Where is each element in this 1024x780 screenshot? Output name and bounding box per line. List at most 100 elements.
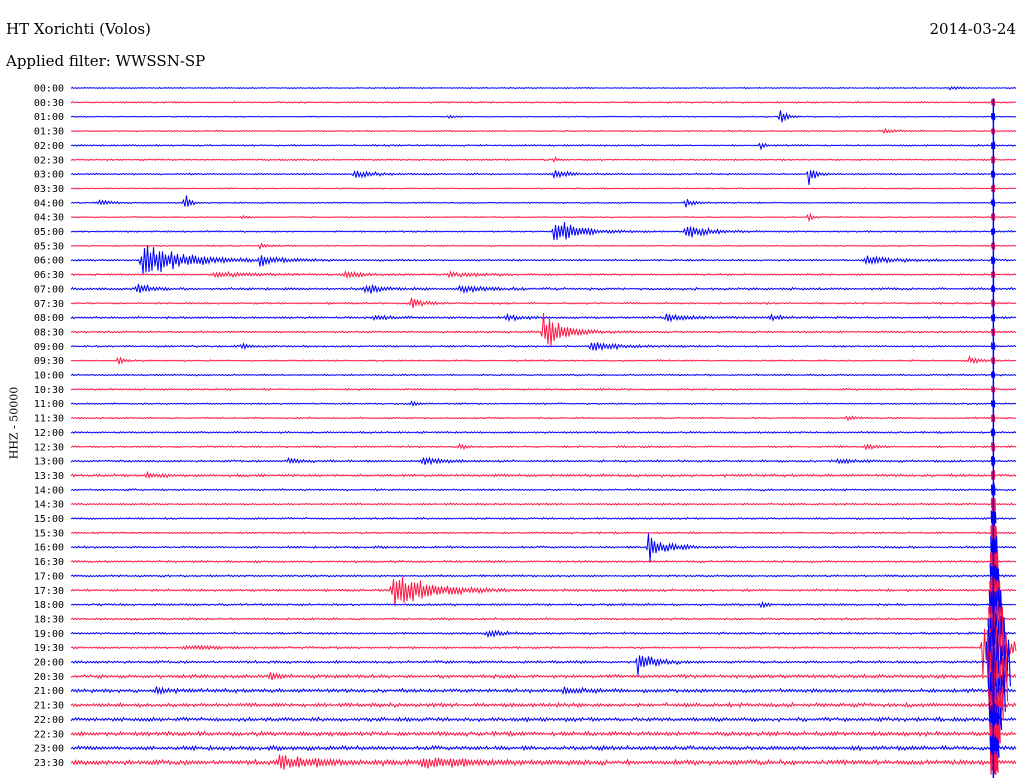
time-tick-label: 19:00 <box>34 629 64 640</box>
trace-line <box>70 373 1017 377</box>
trace-line <box>70 142 1017 151</box>
time-tick-label: 02:00 <box>34 141 64 152</box>
trace-line <box>70 242 1017 251</box>
time-tick-label: 03:00 <box>34 170 64 181</box>
trace-line <box>70 456 1017 466</box>
time-tick-label: 12:30 <box>34 442 64 453</box>
trace-line <box>70 617 1017 621</box>
time-tick-label: 14:00 <box>34 485 64 496</box>
time-tick-label: 03:30 <box>34 184 64 195</box>
time-tick-label: 13:00 <box>34 457 64 468</box>
trace-line <box>70 502 1017 506</box>
trace-line <box>70 283 1017 295</box>
trace-line <box>70 628 1017 676</box>
time-tick-label: 21:00 <box>34 686 64 697</box>
station-title: HT Xorichti (Volos) <box>6 20 151 38</box>
time-tick-label: 23:00 <box>34 744 64 755</box>
time-tick-label: 14:30 <box>34 500 64 511</box>
trace-line <box>70 270 1017 279</box>
trace-line <box>70 701 1017 709</box>
time-tick-label: 07:00 <box>34 284 64 295</box>
time-tick-label: 09:00 <box>34 342 64 353</box>
trace-line <box>70 470 1017 480</box>
trace-line <box>70 312 1017 346</box>
time-tick-label: 12:00 <box>34 428 64 439</box>
big-event-burst <box>989 750 999 775</box>
trace-line <box>70 559 1017 564</box>
time-tick-label: 08:00 <box>34 313 64 324</box>
time-tick-label: 08:30 <box>34 327 64 338</box>
trace-line <box>70 442 1017 451</box>
trace-line <box>70 600 1017 609</box>
time-tick-label: 22:00 <box>34 715 64 726</box>
trace-line <box>70 127 1017 135</box>
trace-line <box>70 400 1017 407</box>
time-tick-label: 11:00 <box>34 399 64 410</box>
trace-line <box>70 574 1017 578</box>
time-tick-label: 10:00 <box>34 371 64 382</box>
time-tick-label: 07:30 <box>34 299 64 310</box>
trace-line <box>70 671 1017 681</box>
time-tick-label: 06:30 <box>34 270 64 281</box>
time-tick-label: 04:30 <box>34 213 64 224</box>
time-tick-label: 22:30 <box>34 729 64 740</box>
filter-label: Applied filter: WWSSN-SP <box>6 52 206 70</box>
trace-line <box>70 155 1017 163</box>
trace-line <box>70 577 1017 607</box>
trace-line <box>70 754 1017 770</box>
trace-line <box>70 169 1017 186</box>
trace-line <box>70 222 1017 240</box>
time-tick-label: 15:30 <box>34 528 64 539</box>
trace-line <box>70 100 1017 104</box>
trace-line <box>70 387 1017 392</box>
trace-line <box>70 531 1017 535</box>
time-tick-label: 01:00 <box>34 112 64 123</box>
time-tick-label: 00:30 <box>34 98 64 109</box>
trace-line <box>70 245 1017 275</box>
trace-line <box>70 716 1017 723</box>
time-tick-label: 10:30 <box>34 385 64 396</box>
time-tick-label: 21:30 <box>34 701 64 712</box>
time-tick-label: 20:00 <box>34 658 64 669</box>
trace-line <box>70 85 1017 91</box>
time-tick-label: 06:00 <box>34 256 64 267</box>
record-date: 2014-03-24 <box>929 20 1016 38</box>
time-tick-label: 13:30 <box>34 471 64 482</box>
trace-line <box>70 744 1017 752</box>
trace-line <box>70 415 1017 422</box>
time-tick-label: 05:00 <box>34 227 64 238</box>
trace-line <box>70 297 1017 309</box>
time-tick-label: 17:00 <box>34 571 64 582</box>
trace-line <box>70 341 1017 352</box>
time-tick-label: 16:00 <box>34 543 64 554</box>
time-tick-label: 15:00 <box>34 514 64 525</box>
time-tick-label: 09:30 <box>34 356 64 367</box>
trace-line <box>70 430 1017 435</box>
trace-line <box>70 655 1017 676</box>
trace-line <box>70 195 1017 208</box>
time-tick-label: 17:30 <box>34 586 64 597</box>
trace-line <box>70 354 1017 365</box>
trace-line <box>70 187 1017 190</box>
time-tick-label: 19:30 <box>34 643 64 654</box>
trace-line <box>70 110 1017 123</box>
time-tick-label: 18:00 <box>34 600 64 611</box>
time-tick-label: 20:30 <box>34 672 64 683</box>
time-tick-label: 18:30 <box>34 614 64 625</box>
trace-line <box>70 686 1017 696</box>
time-tick-label: 02:30 <box>34 155 64 166</box>
trace-line <box>70 730 1017 738</box>
time-tick-label: 01:30 <box>34 127 64 138</box>
trace-line <box>70 488 1017 492</box>
trace-line <box>70 516 1017 521</box>
trace-line <box>70 629 1017 639</box>
time-tick-label: 11:30 <box>34 414 64 425</box>
trace-line <box>70 212 1017 223</box>
time-tick-label: 00:00 <box>34 84 64 95</box>
trace-line <box>70 533 1017 562</box>
time-tick-label: 05:30 <box>34 241 64 252</box>
time-tick-label: 16:30 <box>34 557 64 568</box>
time-tick-label: 04:00 <box>34 198 64 209</box>
time-tick-label: 23:30 <box>34 758 64 769</box>
